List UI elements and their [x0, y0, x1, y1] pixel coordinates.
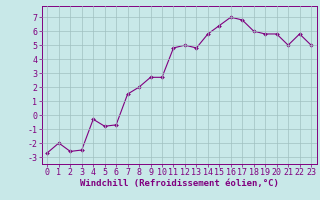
X-axis label: Windchill (Refroidissement éolien,°C): Windchill (Refroidissement éolien,°C) [80, 179, 279, 188]
